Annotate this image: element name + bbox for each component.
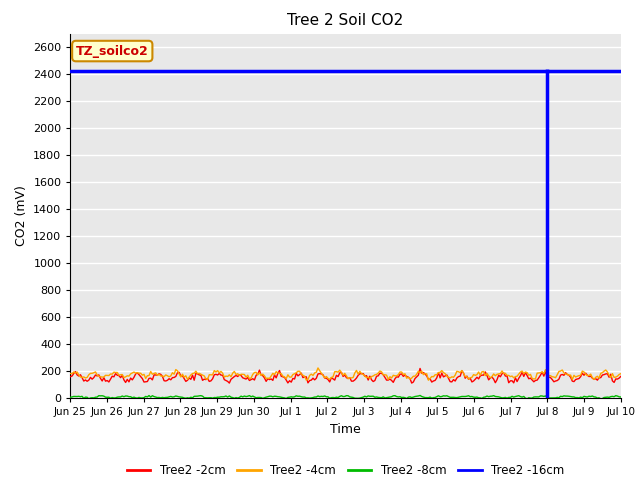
Legend: Tree2 -2cm, Tree2 -4cm, Tree2 -8cm, Tree2 -16cm: Tree2 -2cm, Tree2 -4cm, Tree2 -8cm, Tree… bbox=[122, 459, 570, 480]
Text: TZ_soilco2: TZ_soilco2 bbox=[76, 45, 148, 58]
Title: Tree 2 Soil CO2: Tree 2 Soil CO2 bbox=[287, 13, 404, 28]
X-axis label: Time: Time bbox=[330, 423, 361, 436]
Y-axis label: CO2 (mV): CO2 (mV) bbox=[15, 186, 28, 246]
